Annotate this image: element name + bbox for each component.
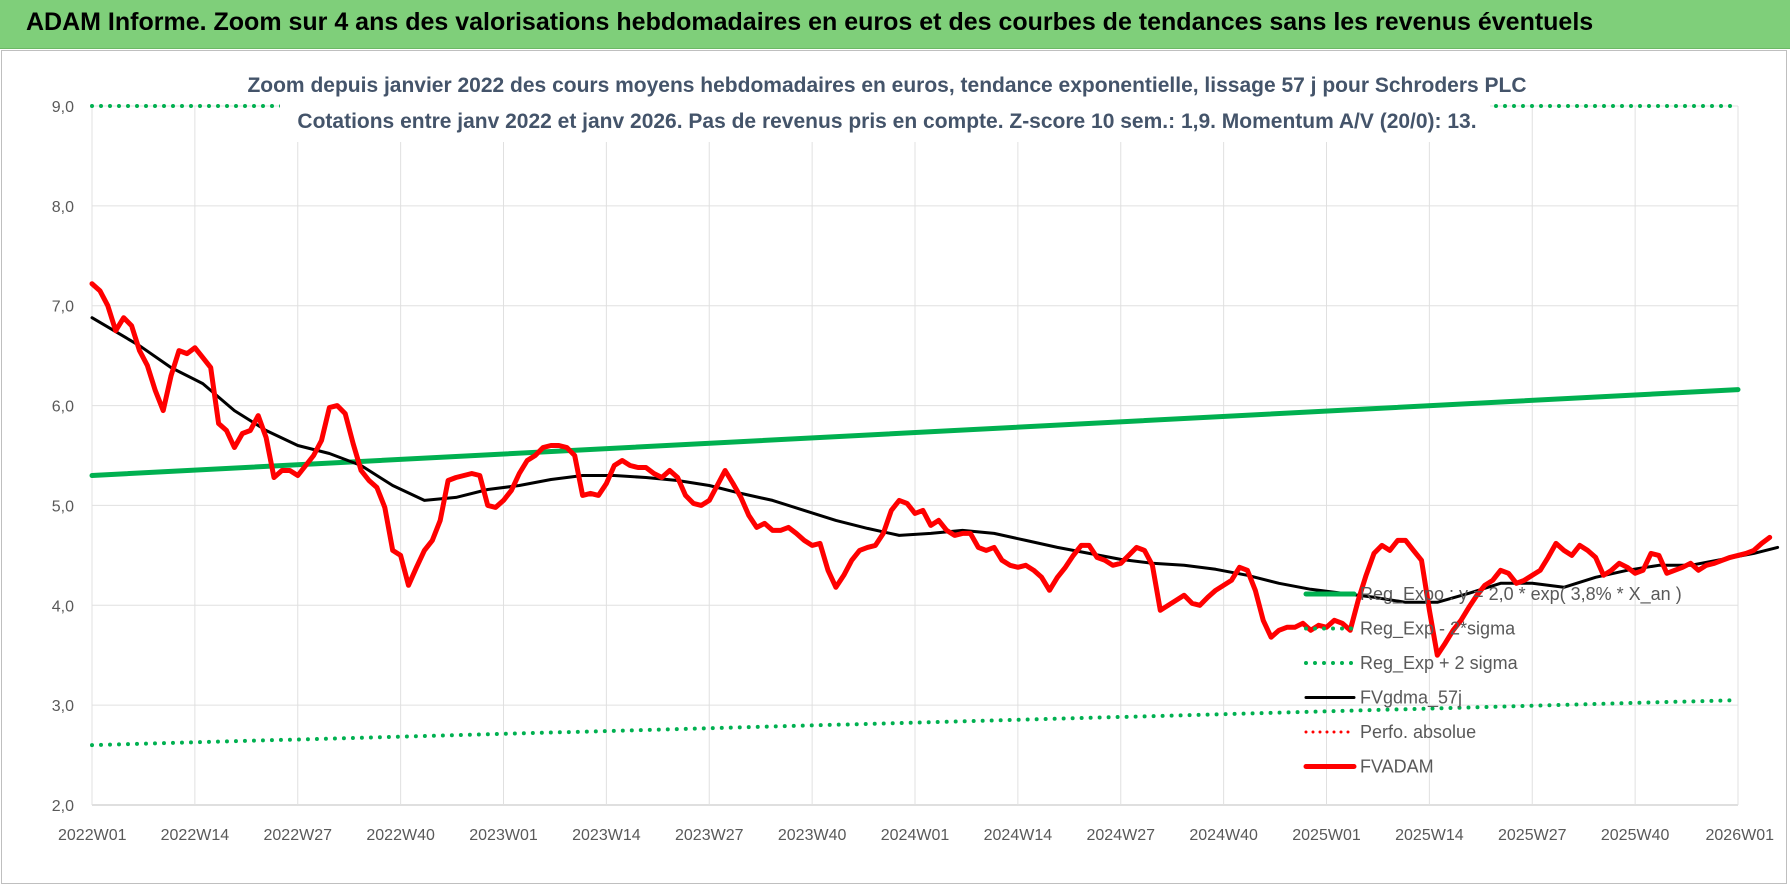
legend-label: Reg_Exp - 2*sigma <box>1360 619 1516 640</box>
legend-item-minus-2sigma: Reg_Exp - 2*sigma <box>1304 619 1516 640</box>
y-tick-label: 4,0 <box>52 598 74 615</box>
reg-exp-line <box>89 387 1741 478</box>
y-tick-label: 7,0 <box>52 299 74 316</box>
chart-legend: Reg_Expo : y = 2,0 * exp( 3,8% * X_an ) R… <box>1303 584 1682 777</box>
legend-label: Reg_Expo : y = 2,0 * exp( 3,8% * X_an ) <box>1360 584 1682 605</box>
legend-item-fvgdma: FVgdma_57j <box>1304 688 1462 709</box>
chart-subtitle-line1: Zoom depuis janvier 2022 des cours moyen… <box>247 74 1526 97</box>
chart-frame <box>1 50 1787 884</box>
legend-label: Reg_Exp + 2 sigma <box>1360 653 1519 674</box>
subtitle-background <box>280 64 1490 142</box>
x-tick-label: 2022W27 <box>264 827 333 844</box>
x-tick-label: 2025W40 <box>1601 827 1670 844</box>
legend-label: FVADAM <box>1360 757 1434 777</box>
x-tick-label: 2022W40 <box>366 827 435 844</box>
page-title: ADAM Informe. Zoom sur 4 ans des valoris… <box>26 8 1594 36</box>
y-tick-label: 5,0 <box>52 498 74 515</box>
legend-label: Perfo. absolue <box>1360 722 1476 742</box>
x-tick-label: 2025W01 <box>1292 827 1361 844</box>
legend-item-perfo: Perfo. absolue <box>1304 722 1476 742</box>
x-tick-label: 2024W27 <box>1087 827 1156 844</box>
y-tick-label: 2,0 <box>52 798 74 815</box>
fvgdma-57j-line <box>90 316 1780 604</box>
x-axis-ticks: 2022W01 2022W14 2022W27 2022W40 2023W01 2023W… <box>58 827 1774 844</box>
y-tick-label: 3,0 <box>52 698 74 715</box>
legend-item-plus-2sigma: Reg_Exp + 2 sigma <box>1304 653 1519 674</box>
x-tick-label: 2025W27 <box>1498 827 1567 844</box>
y-axis-ticks: 2,0 3,0 4,0 5,0 6,0 7,0 8,0 9,0 <box>52 99 74 815</box>
x-tick-label: 2023W27 <box>675 827 744 844</box>
x-tick-label: 2026W01 <box>1706 827 1775 844</box>
fvadam-line <box>89 281 1773 658</box>
x-tick-label: 2022W14 <box>161 827 230 844</box>
x-tick-label: 2024W40 <box>1189 827 1258 844</box>
x-tick-label: 2024W14 <box>984 827 1053 844</box>
y-tick-label: 8,0 <box>52 199 74 216</box>
x-tick-label: 2023W01 <box>469 827 538 844</box>
top-banner: ADAM Informe. Zoom sur 4 ans des valoris… <box>0 0 1790 49</box>
legend-item-reg-exp: Reg_Expo : y = 2,0 * exp( 3,8% * X_an ) <box>1303 584 1682 605</box>
series-layer <box>89 104 1780 748</box>
x-tick-label: 2025W14 <box>1395 827 1464 844</box>
x-tick-label: 2023W14 <box>572 827 641 844</box>
x-tick-label: 2022W01 <box>58 827 127 844</box>
x-tick-label: 2024W01 <box>881 827 950 844</box>
chart-subtitle-line2: Cotations entre janv 2022 et janv 2026. … <box>297 110 1476 133</box>
legend-label: FVgdma_57j <box>1360 688 1462 709</box>
legend-item-fvadam: FVADAM <box>1303 757 1434 777</box>
y-tick-label: 9,0 <box>52 99 74 116</box>
x-tick-label: 2023W40 <box>778 827 847 844</box>
y-tick-label: 6,0 <box>52 399 74 416</box>
